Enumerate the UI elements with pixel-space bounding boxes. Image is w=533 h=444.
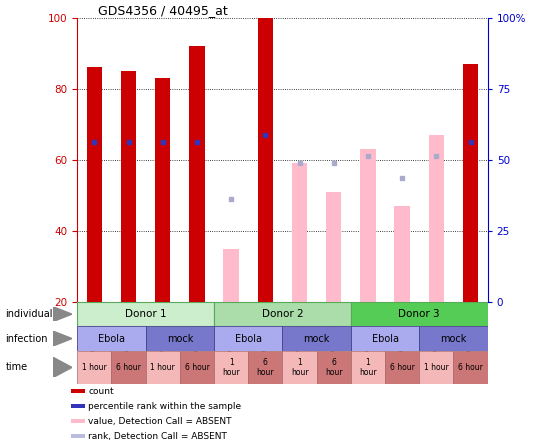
Bar (121, 71, 136, 302)
Bar (111, 351, 146, 384)
Polygon shape (53, 357, 72, 377)
Bar (317, 351, 351, 384)
Bar (180, 351, 214, 384)
Polygon shape (53, 307, 72, 321)
Bar (282, 351, 317, 384)
Bar (454, 351, 488, 384)
Bar (463, 64, 478, 302)
Bar (146, 351, 180, 384)
Bar (71, 420, 85, 423)
Bar (282, 326, 351, 351)
Text: 6 hour: 6 hour (116, 363, 141, 372)
Text: 6
hour: 6 hour (325, 358, 343, 377)
Bar (419, 351, 454, 384)
Text: Ebola: Ebola (235, 333, 262, 344)
Bar (351, 326, 419, 351)
Text: 6 hour: 6 hour (390, 363, 415, 372)
Text: Ebola: Ebola (372, 333, 399, 344)
Bar (146, 326, 214, 351)
Text: GDS4356 / 40495_at: GDS4356 / 40495_at (98, 4, 228, 16)
Bar (385, 351, 419, 384)
Text: Donor 3: Donor 3 (399, 309, 440, 319)
Bar (214, 326, 282, 351)
Bar (419, 326, 488, 351)
Text: 1
hour: 1 hour (222, 358, 240, 377)
Bar (71, 434, 85, 438)
Text: percentile rank within the sample: percentile rank within the sample (88, 402, 241, 411)
Bar (189, 46, 205, 302)
Text: mock: mock (303, 333, 330, 344)
Bar (360, 149, 376, 302)
Text: 6 hour: 6 hour (458, 363, 483, 372)
Text: 1 hour: 1 hour (82, 363, 107, 372)
Text: 6
hour: 6 hour (256, 358, 274, 377)
Text: Donor 2: Donor 2 (262, 309, 303, 319)
Bar (77, 302, 214, 326)
Text: infection: infection (5, 333, 48, 344)
Text: count: count (88, 387, 114, 396)
Text: rank, Detection Call = ABSENT: rank, Detection Call = ABSENT (88, 432, 227, 441)
Bar (326, 192, 342, 302)
Text: Donor 1: Donor 1 (125, 309, 166, 319)
Bar (248, 351, 282, 384)
Text: individual: individual (5, 309, 53, 319)
Text: value, Detection Call = ABSENT: value, Detection Call = ABSENT (88, 417, 231, 426)
Bar (71, 404, 85, 408)
Bar (223, 249, 239, 302)
Text: mock: mock (167, 333, 193, 344)
Bar (87, 67, 102, 302)
Bar (214, 351, 248, 384)
Bar (155, 78, 171, 302)
Bar (351, 351, 385, 384)
Bar (77, 326, 146, 351)
Polygon shape (53, 331, 72, 346)
Text: 1 hour: 1 hour (150, 363, 175, 372)
Text: mock: mock (440, 333, 467, 344)
Bar (292, 163, 308, 302)
Bar (351, 302, 488, 326)
Bar (77, 351, 111, 384)
Bar (429, 135, 444, 302)
Text: 1
hour: 1 hour (359, 358, 377, 377)
Bar (71, 389, 85, 393)
Text: 1
hour: 1 hour (291, 358, 309, 377)
Text: 1 hour: 1 hour (424, 363, 449, 372)
Bar (394, 206, 410, 302)
Text: Ebola: Ebola (98, 333, 125, 344)
Bar (257, 18, 273, 302)
Text: time: time (5, 362, 28, 373)
Bar (214, 302, 351, 326)
Text: 6 hour: 6 hour (184, 363, 209, 372)
